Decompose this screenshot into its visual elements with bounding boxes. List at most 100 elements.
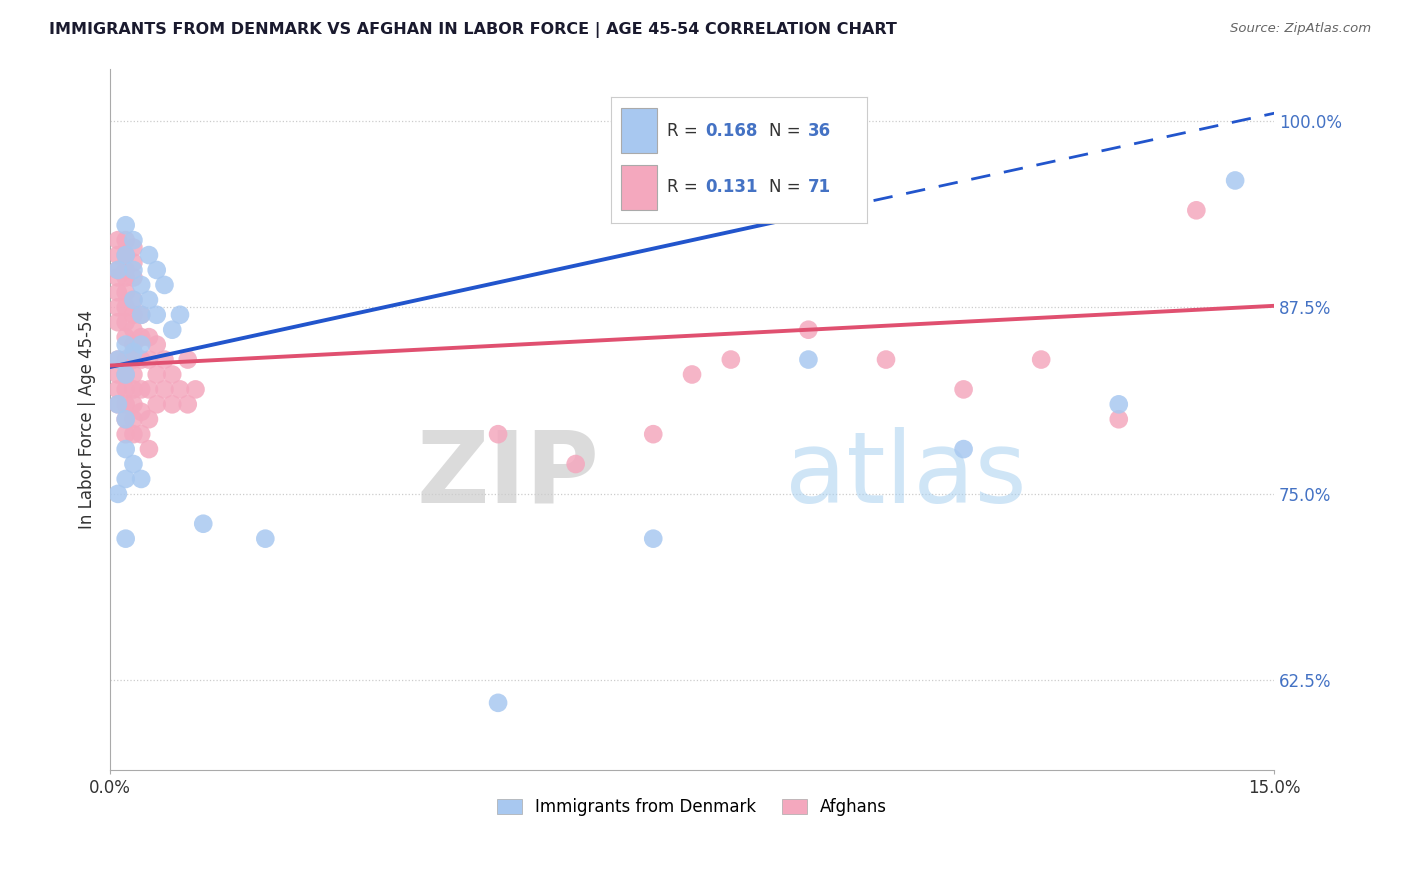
Point [107, 248, 129, 262]
Point [145, 337, 167, 351]
Point [138, 293, 160, 307]
Point [177, 352, 200, 367]
Point [129, 277, 152, 292]
Point [952, 383, 974, 397]
Point [107, 301, 129, 315]
Y-axis label: In Labor Force | Age 45-54: In Labor Force | Age 45-54 [79, 310, 96, 529]
Point [153, 352, 176, 367]
Point [1108, 397, 1130, 411]
Point [122, 383, 145, 397]
Point [122, 255, 145, 269]
Point [107, 368, 129, 382]
Point [114, 532, 136, 546]
Point [114, 315, 136, 329]
Point [720, 352, 742, 367]
Point [1223, 173, 1246, 187]
Point [122, 412, 145, 426]
Point [643, 532, 665, 546]
Point [122, 352, 145, 367]
Point [564, 457, 586, 471]
Point [129, 337, 152, 351]
Point [107, 285, 129, 300]
Point [153, 277, 176, 292]
Point [138, 330, 160, 344]
Point [114, 442, 136, 456]
Point [114, 301, 136, 315]
Point [114, 368, 136, 382]
Point [145, 308, 167, 322]
Point [114, 248, 136, 262]
Point [122, 368, 145, 382]
Point [114, 233, 136, 247]
Point [129, 472, 152, 486]
Point [107, 352, 129, 367]
Text: atlas: atlas [785, 427, 1026, 524]
Point [114, 427, 136, 442]
Point [1108, 412, 1130, 426]
Point [107, 263, 129, 277]
Point [122, 345, 145, 359]
Point [797, 352, 820, 367]
Point [952, 442, 974, 456]
Point [107, 487, 129, 501]
Point [122, 457, 145, 471]
Point [129, 383, 152, 397]
Point [169, 383, 191, 397]
Point [184, 383, 207, 397]
Point [169, 308, 191, 322]
Point [114, 412, 136, 426]
Point [107, 397, 129, 411]
Point [145, 368, 167, 382]
Point [107, 397, 129, 411]
Point [1185, 203, 1208, 218]
Point [129, 352, 152, 367]
Point [114, 270, 136, 285]
Point [114, 337, 136, 351]
Point [254, 532, 277, 546]
Point [129, 427, 152, 442]
Point [114, 397, 136, 411]
Point [107, 263, 129, 277]
Point [122, 263, 145, 277]
Point [486, 696, 509, 710]
Point [129, 308, 152, 322]
Point [114, 248, 136, 262]
Point [1031, 352, 1053, 367]
Point [122, 308, 145, 322]
Point [107, 352, 129, 367]
Point [122, 293, 145, 307]
Point [122, 233, 145, 247]
Point [107, 383, 129, 397]
Point [138, 248, 160, 262]
Point [114, 352, 136, 367]
Point [129, 308, 152, 322]
Text: ZIP: ZIP [416, 427, 599, 524]
Point [107, 270, 129, 285]
Point [122, 337, 145, 351]
Point [138, 442, 160, 456]
Point [177, 397, 200, 411]
Point [643, 427, 665, 442]
Point [107, 315, 129, 329]
Point [122, 293, 145, 307]
Point [114, 219, 136, 233]
Point [114, 472, 136, 486]
Point [875, 352, 897, 367]
Point [114, 285, 136, 300]
Point [114, 383, 136, 397]
Point [145, 397, 167, 411]
Point [122, 241, 145, 255]
Point [122, 427, 145, 442]
Point [193, 516, 215, 531]
Point [160, 368, 183, 382]
Point [122, 270, 145, 285]
Point [160, 397, 183, 411]
Point [129, 330, 152, 344]
Point [129, 405, 152, 419]
Point [114, 412, 136, 426]
Point [138, 383, 160, 397]
Point [114, 368, 136, 382]
Text: Source: ZipAtlas.com: Source: ZipAtlas.com [1230, 22, 1371, 36]
Point [122, 323, 145, 337]
Point [138, 352, 160, 367]
